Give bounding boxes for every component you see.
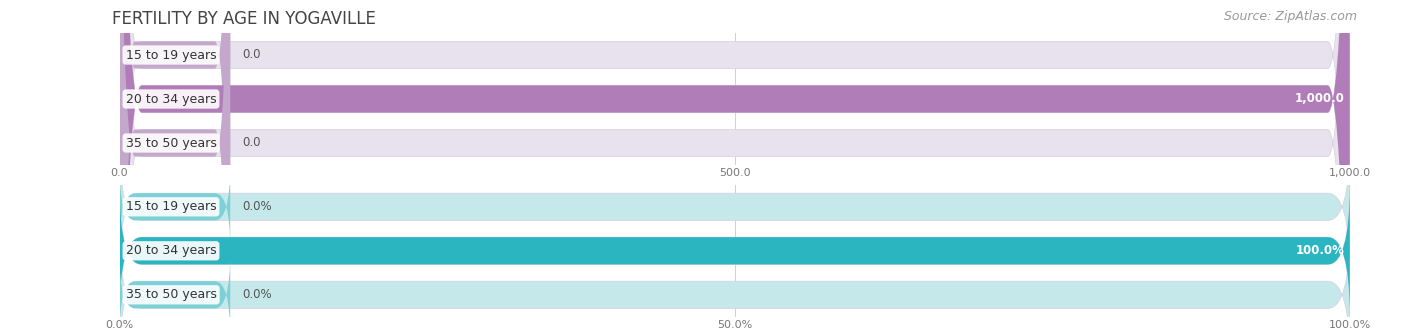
FancyBboxPatch shape xyxy=(120,253,231,330)
Text: FERTILITY BY AGE IN YOGAVILLE: FERTILITY BY AGE IN YOGAVILLE xyxy=(112,10,377,28)
Text: 0.0: 0.0 xyxy=(243,137,262,149)
FancyBboxPatch shape xyxy=(120,141,1350,272)
Text: 20 to 34 years: 20 to 34 years xyxy=(125,244,217,257)
Text: 100.0%: 100.0% xyxy=(1296,244,1344,257)
FancyBboxPatch shape xyxy=(120,0,1350,330)
FancyBboxPatch shape xyxy=(120,165,231,248)
Text: 35 to 50 years: 35 to 50 years xyxy=(125,137,217,149)
FancyBboxPatch shape xyxy=(120,0,231,330)
Text: 20 to 34 years: 20 to 34 years xyxy=(125,92,217,106)
FancyBboxPatch shape xyxy=(120,229,1350,330)
FancyBboxPatch shape xyxy=(120,0,231,330)
FancyBboxPatch shape xyxy=(120,0,1350,330)
Text: 0.0%: 0.0% xyxy=(243,288,273,301)
Text: 0.0%: 0.0% xyxy=(243,200,273,213)
Text: 15 to 19 years: 15 to 19 years xyxy=(125,200,217,213)
FancyBboxPatch shape xyxy=(120,185,1350,316)
FancyBboxPatch shape xyxy=(120,0,1350,330)
FancyBboxPatch shape xyxy=(120,0,1350,330)
Text: 15 to 19 years: 15 to 19 years xyxy=(125,49,217,61)
Text: 1,000.0: 1,000.0 xyxy=(1295,92,1346,106)
Text: 35 to 50 years: 35 to 50 years xyxy=(125,288,217,301)
FancyBboxPatch shape xyxy=(120,185,1350,316)
Text: Source: ZipAtlas.com: Source: ZipAtlas.com xyxy=(1223,10,1357,23)
Text: 0.0: 0.0 xyxy=(243,49,262,61)
